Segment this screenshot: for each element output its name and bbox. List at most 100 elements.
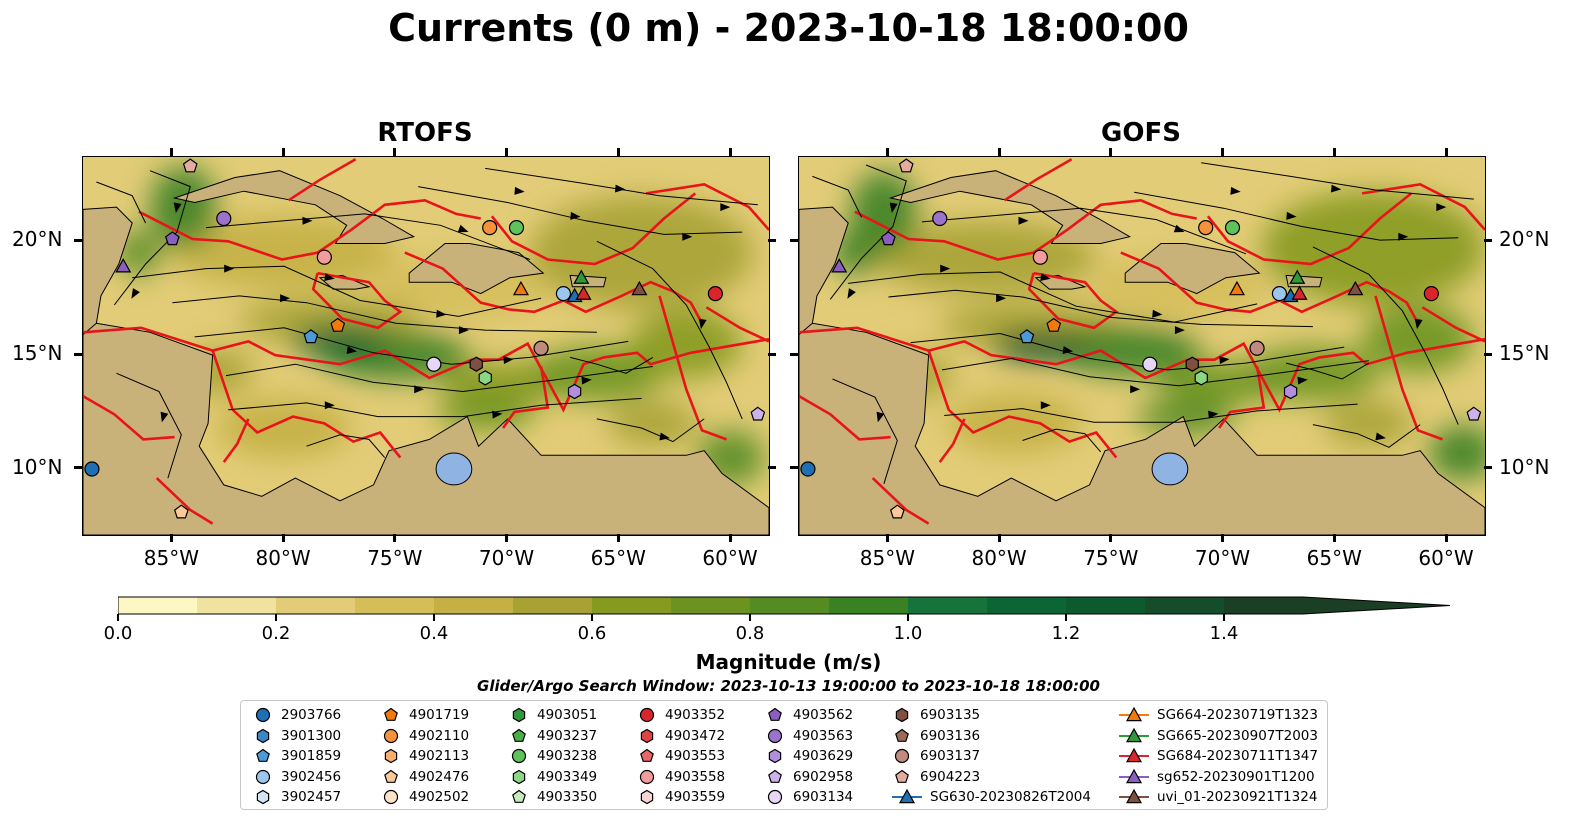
legend-item: 4903629 — [765, 746, 853, 766]
eez-boundary — [1374, 295, 1443, 441]
lon-tick-label: 85°W — [859, 546, 915, 570]
legend-item: SG665-20230907T2003 — [1119, 726, 1318, 746]
streamline-arrow — [1173, 224, 1185, 233]
eez-boundary — [705, 306, 769, 343]
lon-tick-label: 75°W — [367, 546, 423, 570]
streamline — [921, 207, 1247, 255]
float-marker-4903352 — [1423, 286, 1439, 302]
float-marker-4902110 — [1198, 219, 1214, 236]
axis-tick — [1221, 148, 1225, 156]
colorbar-segment — [197, 597, 277, 614]
speed-blob — [1324, 400, 1414, 447]
legend-label: 4902110 — [409, 727, 470, 744]
legend-marker-icon — [639, 769, 655, 784]
legend-item: 4902476 — [381, 767, 469, 787]
colorbar-extend-arrow — [1303, 597, 1450, 614]
legend-label: 4902502 — [409, 789, 470, 805]
legend-item: 6903135 — [892, 705, 980, 725]
land-mass — [799, 320, 1485, 535]
streamline — [596, 418, 705, 443]
legend-label: 4902476 — [409, 768, 470, 785]
float-marker-4903562 — [880, 231, 896, 246]
float-marker-2903766 — [800, 461, 816, 477]
colorbar-segment — [908, 597, 988, 614]
axis-tick — [616, 148, 620, 156]
legend-marker-icon — [767, 728, 783, 743]
speed-blob — [116, 229, 162, 276]
float-marker-6903134 — [1142, 356, 1158, 372]
streamline — [228, 397, 642, 418]
colorbar-tick-label: 1.4 — [1209, 623, 1239, 644]
axis-tick — [1444, 534, 1448, 542]
legend-item: 4903472 — [637, 726, 725, 746]
search-window-text: Glider/Argo Search Window: 2023-10-13 19… — [477, 677, 1100, 695]
speed-blob — [608, 400, 698, 447]
legend-item: 3902457 — [253, 787, 341, 807]
lat-tick-label-left: 15°N — [12, 341, 63, 366]
streamline-arrow — [173, 202, 182, 214]
streamline-arrow — [514, 186, 525, 195]
lon-tick-label: 70°W — [478, 546, 535, 570]
legend-item: 2903766 — [253, 705, 341, 725]
legend-item: SG684-20230711T1347 — [1119, 746, 1318, 766]
legend-item: 6903137 — [892, 746, 980, 766]
streamline — [569, 356, 654, 374]
legend-label: sg652-20230901T1200 — [1157, 768, 1315, 785]
legend-marker-icon — [255, 707, 271, 723]
legend-label: uvi_01-20230921T1324 — [1157, 789, 1318, 805]
legend-label: SG630-20230826T2004 — [930, 789, 1091, 805]
axis-tick — [1484, 352, 1492, 356]
legend-marker-icon — [892, 788, 922, 804]
legend-item: 3902456 — [253, 767, 341, 787]
streamline-arrow — [1208, 410, 1219, 419]
legend-item: 4903559 — [637, 787, 725, 807]
legend-marker-icon — [640, 728, 654, 743]
colorbar-tick-label: 0.8 — [735, 623, 765, 644]
legend-marker-icon — [384, 769, 398, 783]
eez-boundary — [799, 394, 891, 441]
streamline-arrow — [302, 216, 313, 225]
streamline-arrow — [876, 411, 885, 423]
streamline-arrow — [940, 264, 951, 273]
legend-marker-icon — [512, 789, 526, 803]
streamline-arrow — [324, 273, 335, 281]
streamline-arrow — [324, 401, 335, 410]
axis-tick — [1332, 534, 1336, 542]
streamline-arrow — [503, 356, 514, 365]
colorbar-tick — [591, 614, 593, 621]
streamline — [910, 332, 1345, 371]
eez-boundary — [1027, 271, 1119, 330]
colorbar-tick — [275, 614, 277, 621]
lat-tick-label-right: 15°N — [1499, 341, 1550, 366]
float-marker-4903349 — [1194, 370, 1208, 386]
float-marker-6903135 — [1185, 356, 1199, 372]
legend-label: 4903558 — [665, 768, 726, 785]
legend-label: 6903135 — [920, 707, 981, 723]
speed-blob — [948, 393, 1083, 453]
legend-label: 6903136 — [920, 727, 981, 744]
float-marker-4903563 — [932, 210, 948, 227]
lake-maracaibo — [435, 452, 473, 486]
streamline-arrow — [1018, 216, 1029, 225]
float-marker-SG664-20230719T1323 — [1228, 280, 1245, 296]
streamline — [829, 164, 907, 300]
float-marker-SG684-20230711T1347 — [575, 285, 592, 300]
colorbar-outline — [117, 596, 1451, 615]
streamline-arrow — [436, 309, 447, 318]
streamline-arrow — [1436, 203, 1447, 212]
streamline-arrow — [1286, 211, 1297, 220]
eez-boundary — [1003, 158, 1073, 202]
eez-boundary — [871, 477, 930, 525]
float-marker-SG684-20230711T1347 — [1291, 285, 1308, 300]
legend-item: uvi_01-20230921T1324 — [1119, 787, 1317, 807]
colorbar-segment — [1145, 597, 1225, 614]
float-marker-4903238 — [1224, 219, 1241, 236]
colorbar — [117, 595, 1453, 635]
land-mass — [172, 170, 416, 244]
axis-tick — [768, 466, 776, 470]
streamline-arrow — [1375, 432, 1386, 441]
streamline — [132, 265, 542, 317]
float-marker-4903558 — [1032, 249, 1048, 265]
axis-tick — [728, 534, 732, 542]
float-marker-4901719 — [330, 317, 346, 332]
